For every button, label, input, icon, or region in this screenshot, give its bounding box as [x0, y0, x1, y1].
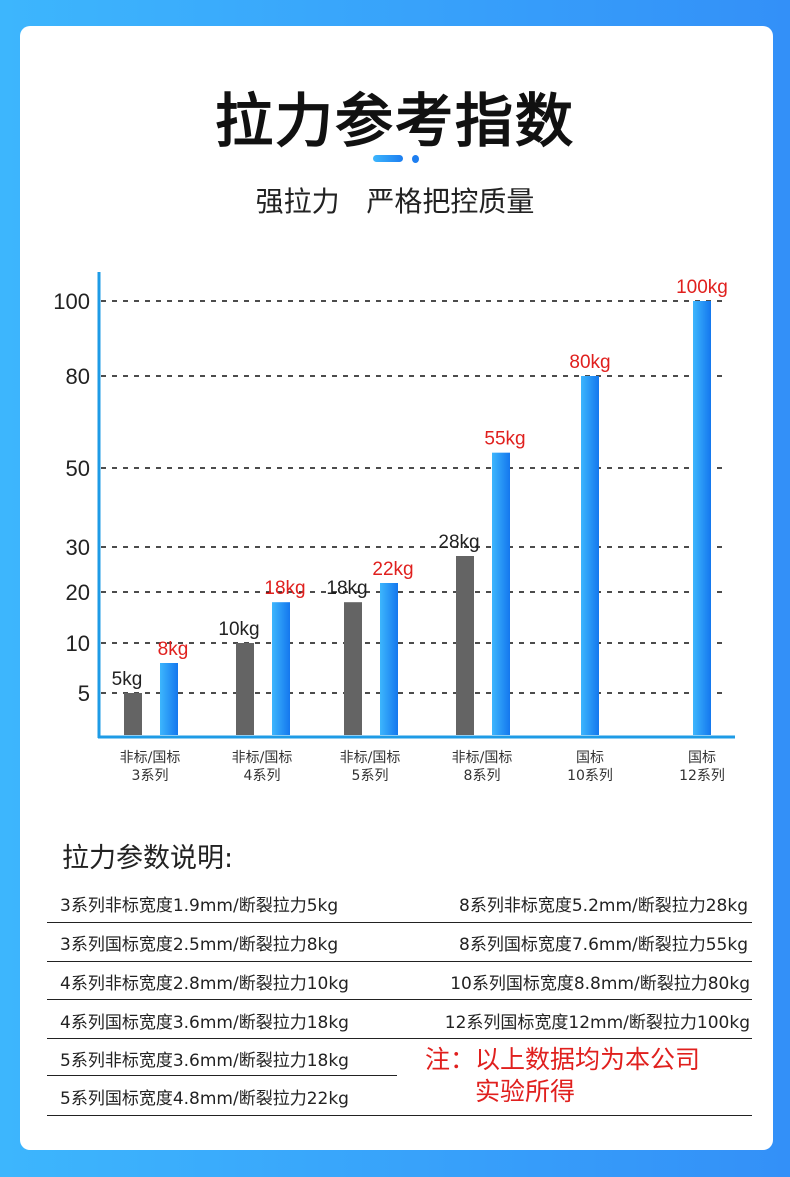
data-label: 100kg	[676, 277, 728, 298]
bar-standard	[380, 583, 398, 735]
spec-row-right: 8系列国标宽度7.6mm/断裂拉力55kg	[459, 935, 748, 955]
x-tick-label-line1: 国标	[688, 750, 716, 766]
specs-title: 拉力参数说明:	[62, 843, 234, 874]
spec-row-left: 3系列国标宽度2.5mm/断裂拉力8kg	[60, 935, 339, 955]
data-label: 5kg	[112, 669, 143, 690]
bar-standard	[492, 452, 510, 735]
bar-standard	[272, 602, 290, 735]
table-divider	[47, 1038, 752, 1039]
x-tick-label-line2: 4系列	[244, 768, 281, 784]
bar-nonstandard	[124, 693, 142, 735]
table-divider	[47, 999, 752, 1000]
table-divider	[47, 1115, 752, 1116]
spec-row-left: 5系列国标宽度4.8mm/断裂拉力22kg	[60, 1089, 349, 1109]
y-tick-label: 20	[66, 580, 90, 605]
y-tick-label: 80	[66, 364, 90, 389]
bar-standard	[160, 663, 178, 735]
x-tick-label-line1: 非标/国标	[340, 750, 401, 766]
bar-nonstandard	[344, 602, 362, 735]
bar-standard	[581, 376, 599, 735]
y-tick-label: 30	[66, 535, 90, 560]
data-label: 18kg	[264, 578, 305, 599]
data-label: 18kg	[326, 578, 367, 599]
x-tick-label-line2: 8系列	[464, 768, 501, 784]
page-subtitle: 强拉力 严格把控质量	[255, 185, 535, 218]
decorative-dot	[412, 155, 419, 163]
specs-note: 注：以上数据均为本公司 实验所得	[425, 1044, 700, 1108]
data-label: 10kg	[218, 619, 259, 640]
data-label: 28kg	[438, 532, 479, 553]
data-label: 22kg	[372, 559, 413, 580]
bar-nonstandard	[236, 643, 254, 735]
x-tick-label-line2: 5系列	[352, 768, 389, 784]
y-tick-label: 5	[78, 681, 90, 706]
spec-row-left: 4系列国标宽度3.6mm/断裂拉力18kg	[60, 1013, 349, 1033]
x-tick-label-line1: 非标/国标	[120, 750, 181, 766]
spec-row-right: 8系列非标宽度5.2mm/断裂拉力28kg	[459, 896, 748, 916]
x-tick-label-line2: 3系列	[132, 768, 169, 784]
y-tick-label: 50	[66, 456, 90, 481]
y-tick-label: 10	[66, 631, 90, 656]
spec-row-left: 5系列非标宽度3.6mm/断裂拉力18kg	[60, 1051, 349, 1071]
note-line-2: 实验所得	[475, 1077, 576, 1106]
bar-chart: 510203050801005kg8kg非标/国标3系列10kg18kg非标/国…	[53, 272, 735, 784]
spec-row-right: 10系列国标宽度8.8mm/断裂拉力80kg	[450, 974, 750, 994]
data-label: 80kg	[569, 352, 610, 373]
page-title: 拉力参考指数	[214, 87, 575, 155]
spec-row-left: 3系列非标宽度1.9mm/断裂拉力5kg	[60, 896, 339, 916]
decorative-bar	[373, 155, 403, 162]
x-tick-label-line1: 非标/国标	[232, 750, 293, 766]
data-label: 8kg	[158, 639, 189, 660]
y-tick-label: 100	[53, 289, 90, 314]
x-tick-label-line2: 12系列	[679, 768, 725, 784]
note-line-1: 注：以上数据均为本公司	[425, 1045, 701, 1074]
x-tick-label-line1: 国标	[576, 750, 604, 766]
x-tick-label-line2: 10系列	[567, 768, 613, 784]
table-divider	[47, 922, 752, 923]
table-divider	[47, 1075, 397, 1076]
bar-nonstandard	[456, 556, 474, 735]
data-label: 55kg	[484, 429, 525, 450]
spec-row-right: 12系列国标宽度12mm/断裂拉力100kg	[444, 1013, 750, 1033]
x-tick-label-line1: 非标/国标	[452, 750, 513, 766]
table-divider	[47, 961, 752, 962]
bar-standard	[693, 301, 711, 735]
spec-row-left: 4系列非标宽度2.8mm/断裂拉力10kg	[60, 974, 349, 994]
